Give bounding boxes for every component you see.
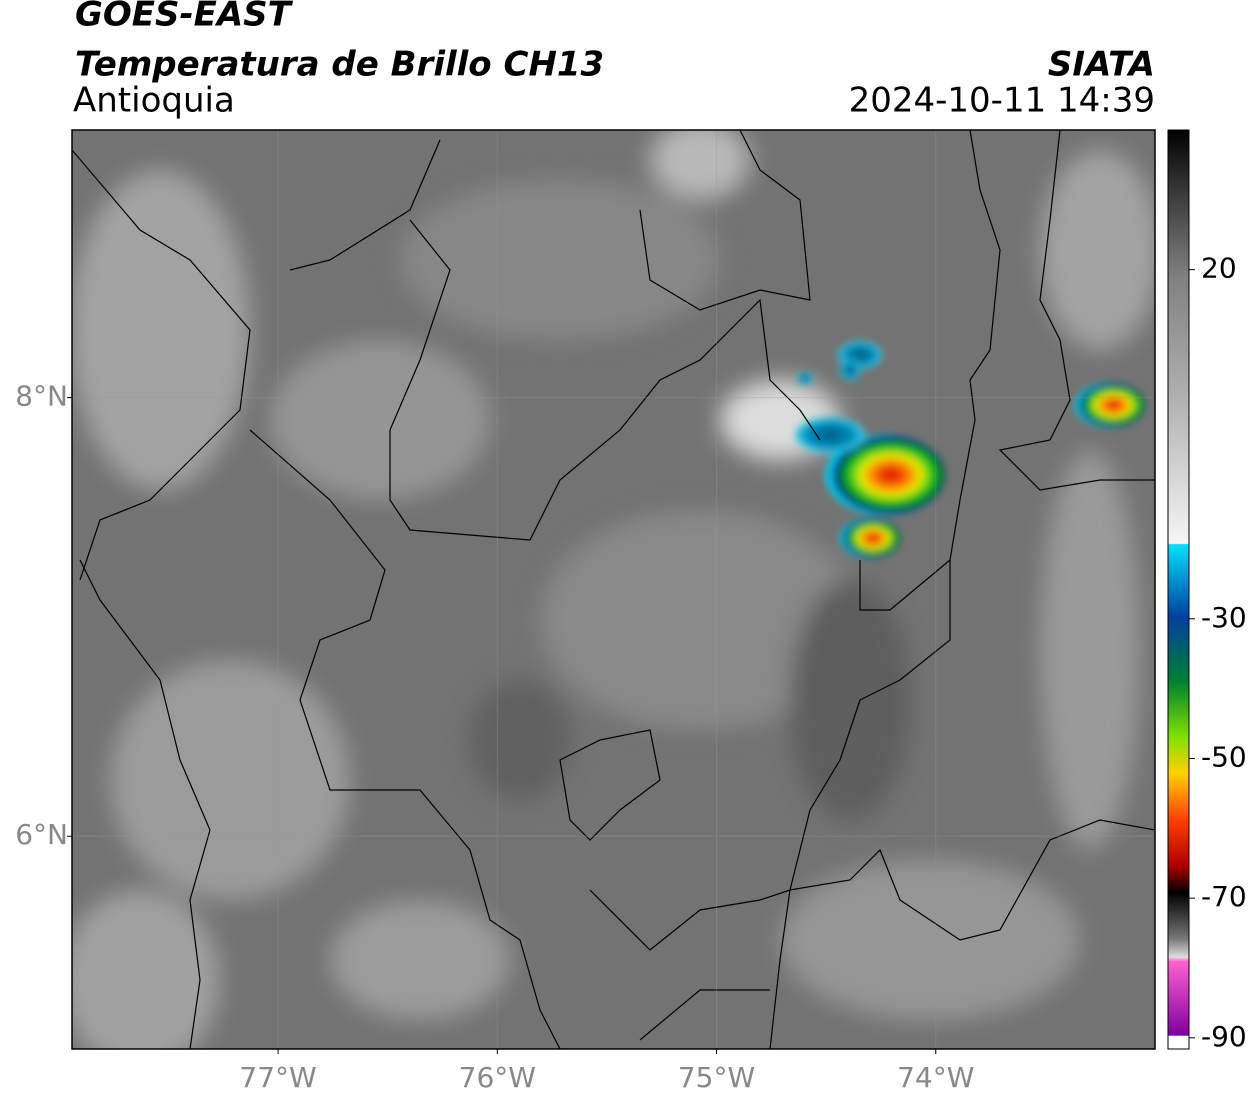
subtitle: Temperatura de Brillo CH13 — [75, 45, 604, 85]
y-tick-label: 8°N — [15, 380, 68, 413]
timestamp: 2024-10-11 14:39 — [849, 81, 1155, 121]
satellite-image — [72, 130, 1155, 1049]
y-tick-label: 6°N — [15, 818, 68, 851]
colorbar-tick-label: -90 — [1201, 1020, 1247, 1053]
map-frame — [71, 129, 1156, 1050]
x-tick-label: 77°W — [239, 1061, 316, 1094]
colorbar-tick-label: -30 — [1201, 601, 1247, 634]
x-tick-label: 76°W — [459, 1061, 536, 1094]
x-tick-label: 75°W — [678, 1061, 755, 1094]
borders — [72, 130, 1155, 1049]
title: GOES-EAST — [75, 0, 294, 35]
colorbar-tick-label: 20 — [1201, 252, 1237, 285]
x-tick-label: 74°W — [897, 1061, 974, 1094]
colorbar-tick-label: -70 — [1201, 880, 1247, 913]
region: Antioquia — [73, 81, 235, 121]
colorbar — [1167, 129, 1190, 1050]
colorbar-tick-label: -50 — [1201, 740, 1247, 773]
source: SIATA — [1048, 45, 1155, 85]
